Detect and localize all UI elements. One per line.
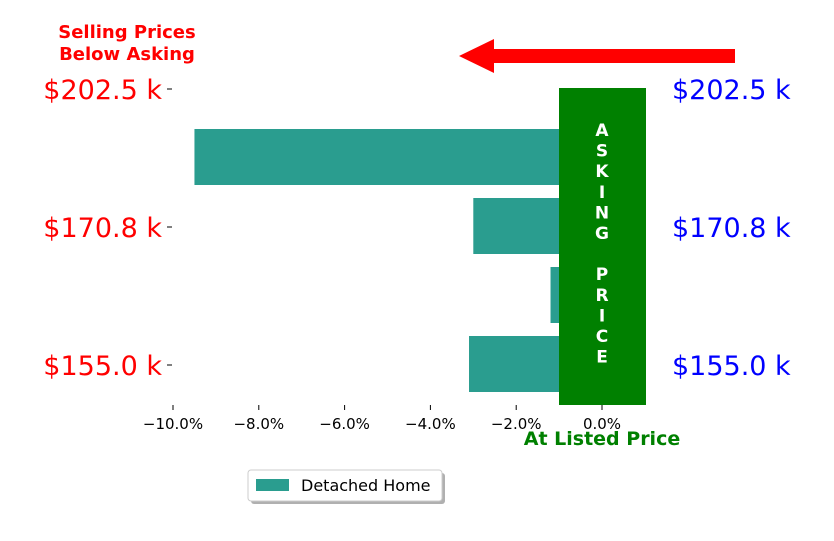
x-axis: −10.0% −8.0% −6.0% −4.0% −2.0% 0.0% bbox=[143, 405, 621, 433]
y-tick-label-right: $202.5 k bbox=[672, 75, 791, 106]
left-arrow-icon bbox=[459, 39, 735, 73]
legend: Detached Home bbox=[247, 469, 445, 504]
asking-price-letter: C bbox=[596, 327, 608, 347]
x-tick-label: −4.0% bbox=[405, 415, 456, 433]
below-asking-note-line1: Selling Prices bbox=[58, 22, 195, 43]
x-tick-label: −10.0% bbox=[143, 415, 203, 433]
y-axis-right: $155.0 k $170.8 k $202.5 k bbox=[672, 75, 791, 382]
asking-price-letter: E bbox=[596, 348, 608, 368]
asking-price-letter: P bbox=[596, 265, 608, 285]
y-tick-label-left: $202.5 k bbox=[43, 75, 162, 106]
x-tick-label: −2.0% bbox=[491, 415, 542, 433]
legend-label: Detached Home bbox=[301, 476, 431, 495]
y-tick-label-right: $170.8 k bbox=[672, 213, 791, 244]
asking-price-band bbox=[559, 88, 646, 405]
asking-price-letter: N bbox=[595, 203, 609, 223]
y-tick-label-left: $155.0 k bbox=[43, 351, 162, 382]
bar bbox=[194, 129, 602, 185]
x-tick-label: 0.0% bbox=[583, 415, 621, 433]
y-tick-label-right: $155.0 k bbox=[672, 351, 791, 382]
below-asking-note-line2: Below Asking bbox=[59, 44, 195, 65]
y-tick-label-left: $170.8 k bbox=[43, 213, 162, 244]
asking-price-letter: A bbox=[595, 121, 609, 141]
asking-price-letter: S bbox=[596, 142, 608, 162]
x-tick-label: −6.0% bbox=[319, 415, 370, 433]
x-tick-label: −8.0% bbox=[233, 415, 284, 433]
asking-price-letter: G bbox=[595, 224, 609, 244]
legend-swatch bbox=[256, 479, 289, 491]
asking-price-letter: R bbox=[595, 286, 608, 306]
bars bbox=[194, 129, 602, 392]
at-listed-price-label: At Listed Price bbox=[524, 428, 680, 450]
asking-price-letter: K bbox=[595, 162, 609, 182]
asking-price-letter: I bbox=[599, 183, 605, 203]
y-axis-left: $155.0 k $170.8 k $202.5 k bbox=[43, 75, 172, 382]
asking-price-letter: I bbox=[599, 306, 605, 326]
